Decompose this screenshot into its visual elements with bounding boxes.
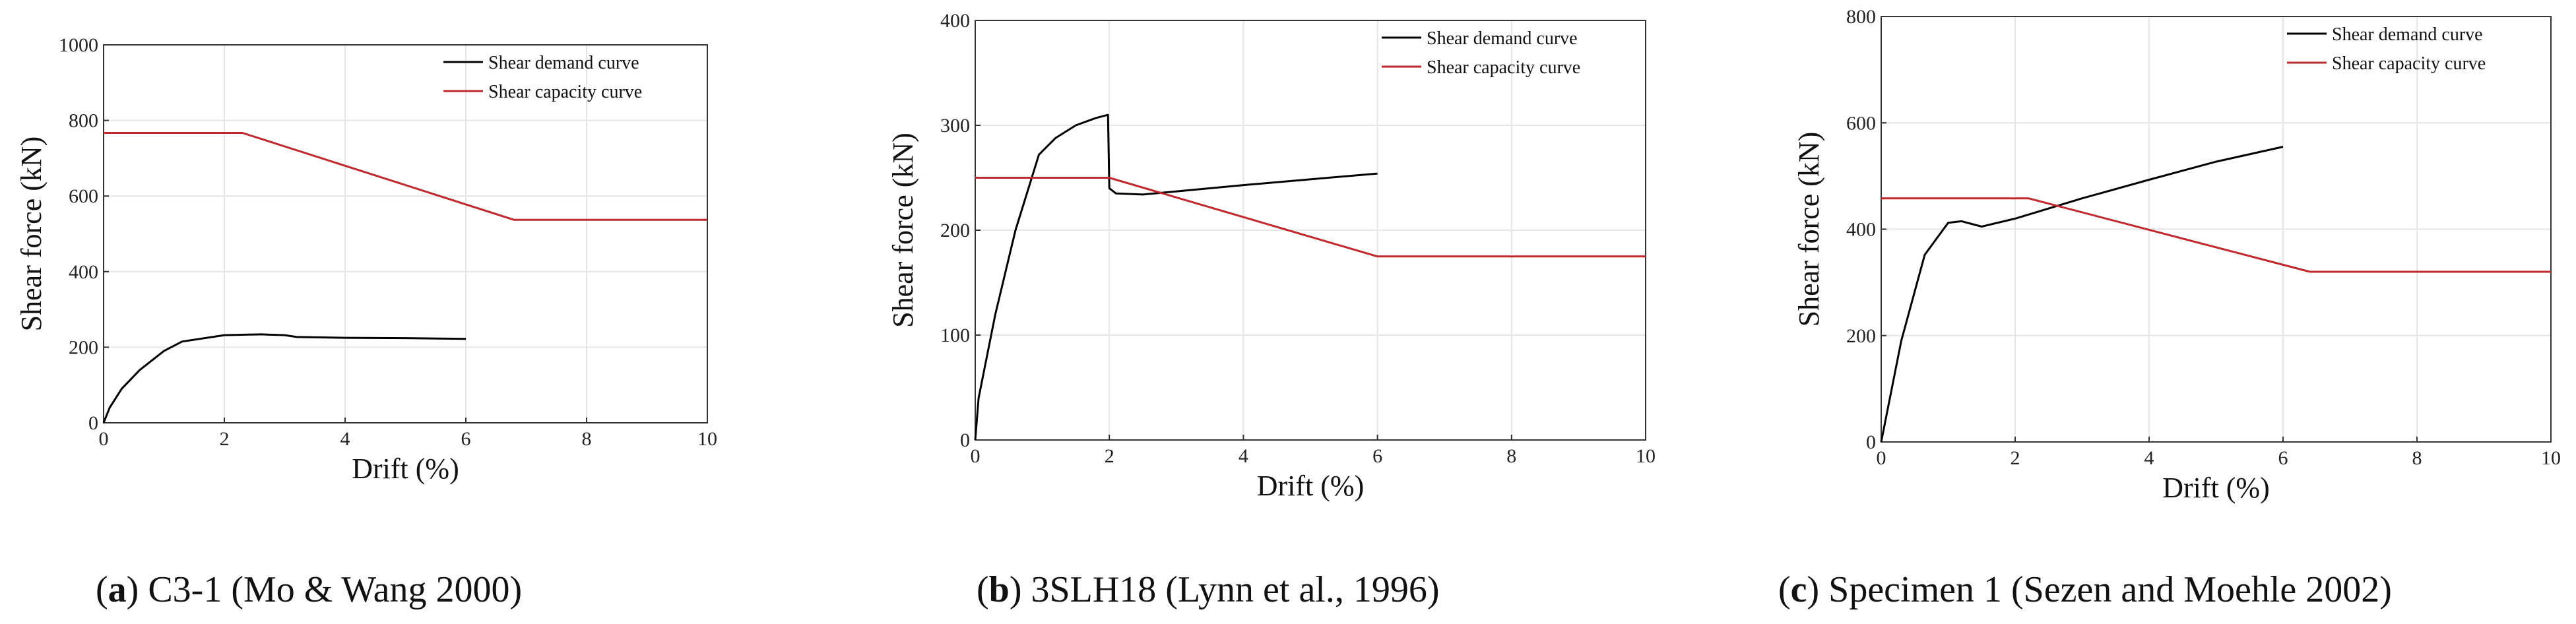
plot-frame (103, 44, 708, 423)
series-line-shear-demand (974, 113, 1378, 441)
legend-label: Shear demand curve (2332, 24, 2483, 45)
y-tick-label: 800 (1846, 6, 1876, 28)
plot-area (104, 45, 707, 423)
caption-paren-open: ( (96, 569, 108, 610)
x-tick-label: 2 (1105, 445, 1114, 467)
y-axis-label: Shear force (kN) (1793, 132, 1825, 327)
legend-label: Shear demand curve (488, 53, 639, 73)
x-tick-label: 4 (1239, 445, 1248, 467)
x-tick-label: 10 (2541, 447, 2561, 469)
y-tick-label: 0 (1866, 431, 1876, 453)
y-tick-label: 400 (940, 10, 970, 32)
x-tick-label: 4 (2144, 447, 2154, 469)
x-axis-label: Drift (%) (2162, 472, 2270, 504)
x-tick-label: 10 (1636, 445, 1656, 467)
caption-letter: a (108, 569, 127, 610)
series-line-shear-capacity (975, 177, 1646, 258)
caption-paren-close: ) (1010, 569, 1022, 610)
x-tick-label: 10 (697, 428, 717, 450)
y-axis-label: Shear force (kN) (15, 137, 48, 332)
y-tick-label: 100 (940, 325, 970, 346)
x-tick-label: 0 (99, 428, 109, 450)
caption-text: Specimen 1 (Sezen and Moehle 2002) (1819, 569, 2392, 610)
y-tick-label: 200 (940, 220, 970, 241)
x-tick-label: 2 (2011, 447, 2020, 469)
plot-frame (1881, 16, 2552, 443)
y-tick-label: 600 (1846, 112, 1876, 134)
y-tick-label: 0 (960, 429, 970, 451)
caption-text: 3SLH18 (Lynn et al., 1996) (1021, 569, 1439, 610)
caption-text: C3-1 (Mo & Wang 2000) (139, 569, 522, 610)
y-tick-label: 200 (1846, 325, 1876, 347)
x-tick-label: 6 (1372, 445, 1382, 467)
y-tick-label: 300 (940, 115, 970, 137)
x-axis-label: Drift (%) (1257, 470, 1365, 502)
panel-caption: (c) Specimen 1 (Sezen and Moehle 2002) (1778, 569, 2392, 610)
series-line-shear-capacity (1881, 197, 2551, 273)
y-tick-label: 600 (69, 185, 98, 207)
x-tick-label: 0 (971, 445, 981, 467)
x-tick-label: 2 (220, 428, 230, 450)
x-tick-label: 4 (340, 428, 350, 450)
chart-panel-1: 0 2 4 6 8 10 0 200 400 600 800 1000 Shear demand cur… (15, 34, 717, 610)
x-tick-label: 6 (461, 428, 471, 450)
caption-paren-open: ( (977, 569, 989, 610)
series-line-shear-demand (102, 333, 467, 423)
x-tick-label: 0 (1877, 447, 1886, 469)
caption-paren-close: ) (1807, 569, 1820, 610)
caption-paren-open: ( (1778, 569, 1791, 610)
legend-label: Shear demand curve (1427, 28, 1578, 49)
panel-caption: (a) C3-1 (Mo & Wang 2000) (96, 569, 522, 610)
x-axis-label: Drift (%) (352, 452, 459, 485)
series-line-shear-capacity (104, 132, 707, 221)
x-tick-label: 6 (2278, 447, 2288, 469)
y-tick-label: 0 (88, 412, 98, 434)
chart-panel-3: 0 2 4 6 8 10 0 200 400 600 800 Shear demand curve Sh… (1778, 6, 2561, 610)
y-tick-label: 800 (69, 110, 98, 132)
y-axis-label: Shear force (kN) (887, 133, 919, 328)
caption-letter: c (1791, 569, 1807, 610)
x-tick-label: 8 (582, 428, 592, 450)
plot-frame (975, 20, 1646, 441)
y-tick-label: 1000 (59, 34, 98, 56)
legend-label: Shear capacity curve (2332, 53, 2486, 74)
legend-label: Shear capacity curve (488, 82, 642, 102)
series-line-shear-demand (1880, 146, 2284, 443)
y-tick-label: 200 (69, 336, 98, 358)
x-tick-label: 8 (1506, 445, 1516, 467)
legend-label: Shear capacity curve (1427, 57, 1580, 78)
y-tick-label: 400 (69, 261, 98, 283)
panel-caption: (b) 3SLH18 (Lynn et al., 1996) (977, 569, 1440, 610)
caption-letter: b (989, 569, 1010, 610)
y-tick-label: 400 (1846, 219, 1876, 241)
x-tick-label: 8 (2412, 447, 2422, 469)
caption-paren-close: ) (127, 569, 139, 610)
